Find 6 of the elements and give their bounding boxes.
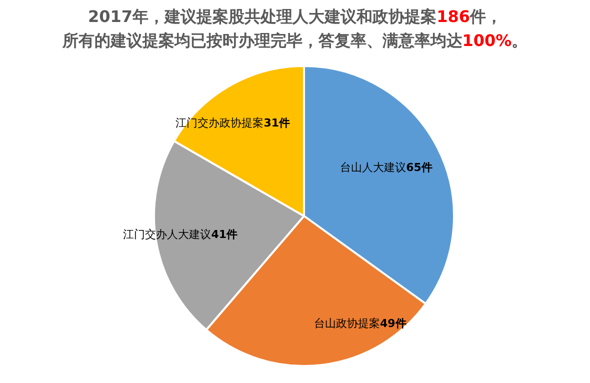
chart-title: 2017年，建议提案股共处理人大建议和政协提案186件， [88,7,502,26]
data-label: 41件 [211,228,238,242]
chart-subtitle: 所有的建议提案均已按时办理完毕，答复率、满意率均达100%。 [61,31,528,50]
data-label: 31件 [264,116,290,130]
data-label: 49件 [380,317,406,330]
data-label: 65件 [406,160,432,174]
